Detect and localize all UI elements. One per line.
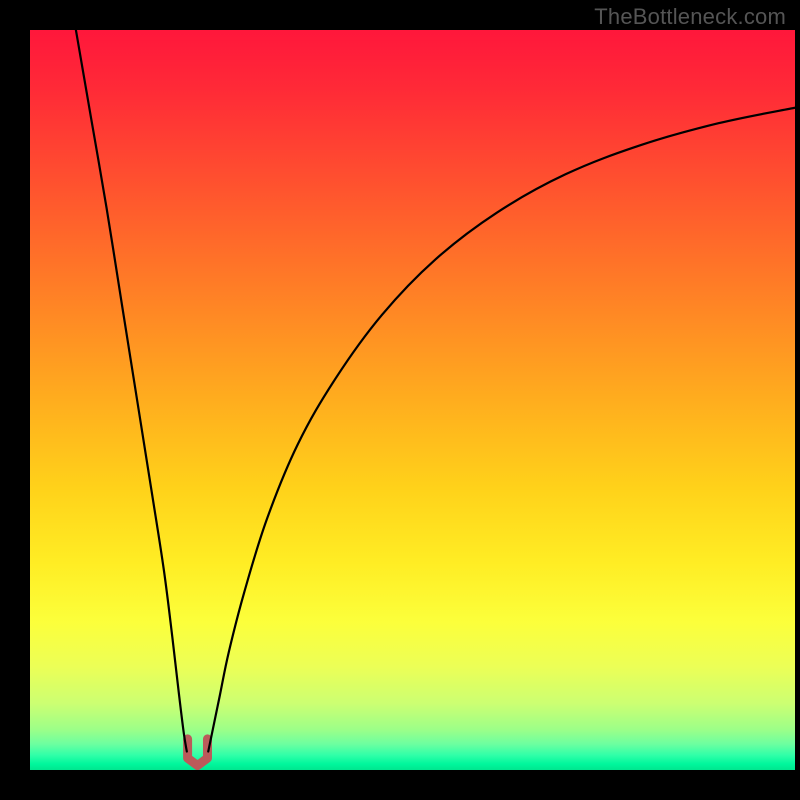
chart-svg — [30, 30, 795, 770]
plot-area — [30, 30, 795, 770]
gradient-background — [30, 30, 795, 770]
watermark-text: TheBottleneck.com — [594, 4, 786, 30]
outer-frame: TheBottleneck.com — [0, 0, 800, 800]
